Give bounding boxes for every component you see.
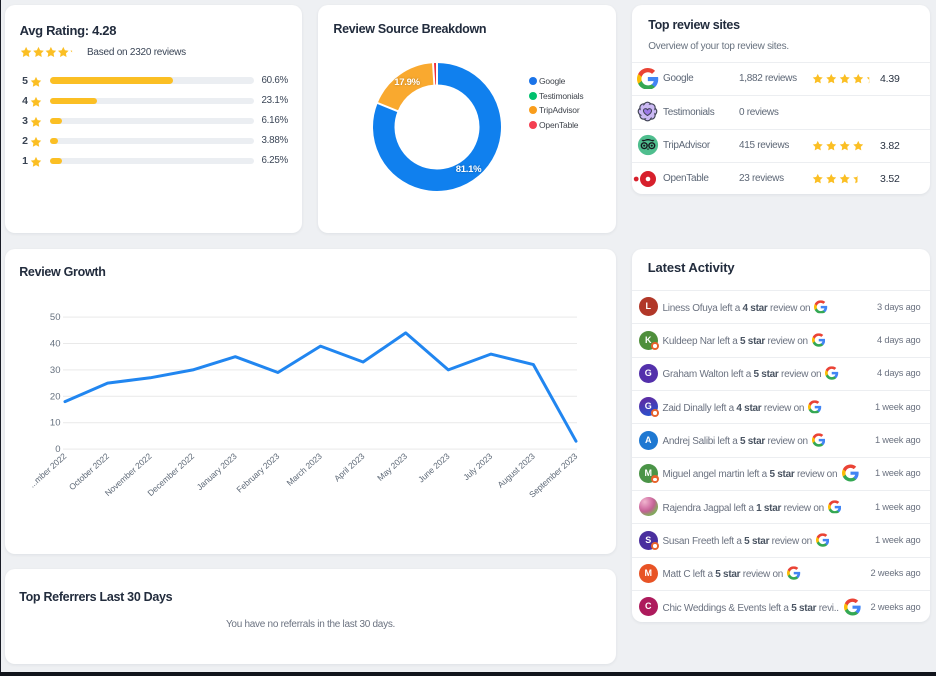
svg-text:October 2022: October 2022 — [67, 451, 111, 492]
svg-text:May 2023: May 2023 — [375, 451, 409, 483]
svg-text:...mber 2022: ...mber 2022 — [27, 451, 69, 490]
svg-text:30: 30 — [50, 365, 61, 376]
svg-text:June 2023: June 2023 — [416, 451, 452, 485]
svg-text:50: 50 — [50, 312, 61, 323]
svg-text:10: 10 — [50, 418, 61, 429]
svg-text:March 2023: March 2023 — [285, 451, 325, 488]
svg-text:20: 20 — [50, 391, 61, 402]
svg-text:August 2023: August 2023 — [495, 451, 537, 490]
svg-text:February 2023: February 2023 — [234, 451, 281, 495]
svg-text:40: 40 — [50, 339, 61, 350]
svg-text:0: 0 — [55, 444, 60, 455]
svg-text:January 2023: January 2023 — [195, 451, 239, 492]
svg-text:April 2023: April 2023 — [332, 451, 367, 484]
svg-text:July 2023: July 2023 — [461, 451, 494, 482]
svg-text:December 2022: December 2022 — [145, 451, 196, 498]
